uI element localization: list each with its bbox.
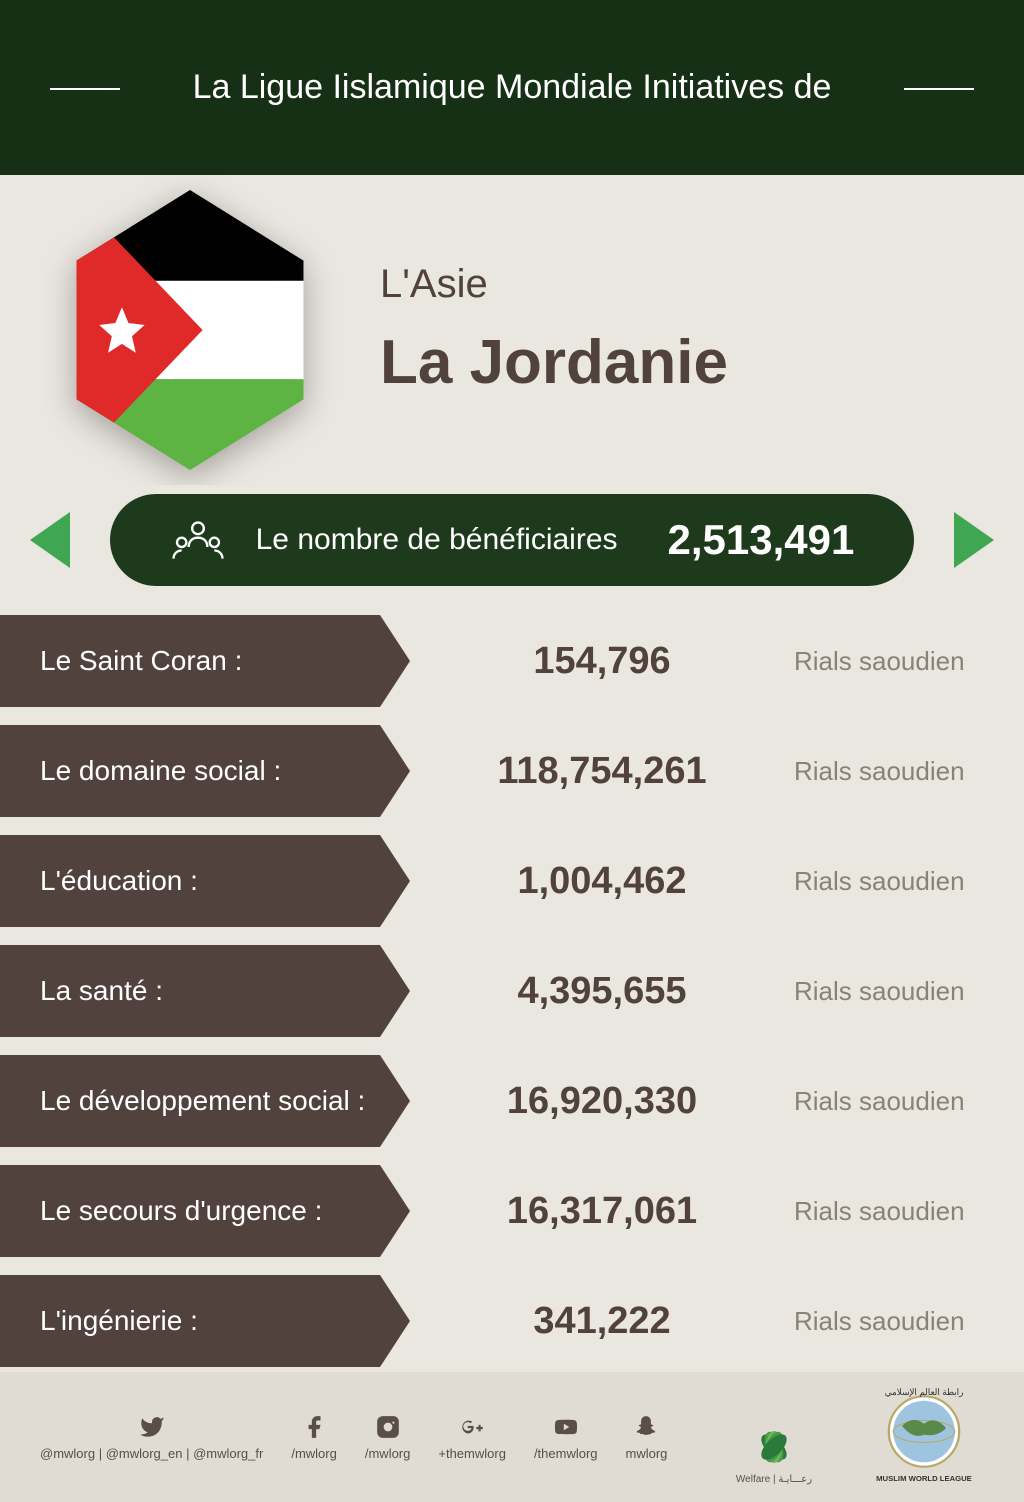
row-label: Le domaine social :: [40, 755, 281, 787]
social-links: @mwlorg | @mwlorg_en | @mwlorg_fr/mwlorg…: [40, 1414, 684, 1461]
row-unit: Rials saoudien: [794, 646, 1024, 677]
row-label-wrap: L'éducation :: [0, 835, 380, 927]
welfare-label: Welfare | رعـــايـة: [736, 1474, 812, 1485]
beneficiaries-value: 2,513,491: [668, 516, 855, 564]
social-handle: /mwlorg: [365, 1446, 411, 1461]
row-unit: Rials saoudien: [794, 1306, 1024, 1337]
row-unit: Rials saoudien: [794, 866, 1024, 897]
row-label-wrap: L'ingénierie :: [0, 1275, 380, 1367]
footer: @mwlorg | @mwlorg_en | @mwlorg_fr/mwlorg…: [0, 1372, 1024, 1502]
data-rows: Le Saint Coran :154,796Rials saoudienLe …: [0, 595, 1024, 1367]
gplus-icon: [459, 1414, 485, 1440]
social-item[interactable]: mwlorg: [626, 1414, 668, 1461]
region-text: L'Asie La Jordanie: [380, 262, 964, 398]
row-label-wrap: Le développement social :: [0, 1055, 380, 1147]
row-value: 118,754,261: [380, 750, 794, 793]
svg-text:رابطة العالم الإسلامي: رابطة العالم الإسلامي: [885, 1387, 964, 1398]
social-item[interactable]: /themwlorg: [534, 1414, 598, 1461]
row-label-wrap: Le secours d'urgence :: [0, 1165, 380, 1257]
continent-label: L'Asie: [380, 262, 964, 307]
row-value: 1,004,462: [380, 860, 794, 903]
data-row: Le secours d'urgence : 16,317,061Rials sa…: [0, 1165, 1024, 1257]
social-item[interactable]: /mwlorg: [291, 1414, 337, 1461]
region-section: L'Asie La Jordanie: [0, 175, 1024, 485]
country-label: La Jordanie: [380, 327, 964, 398]
row-label-wrap: Le Saint Coran :: [0, 615, 380, 707]
instagram-icon: [375, 1414, 401, 1440]
row-unit: Rials saoudien: [794, 756, 1024, 787]
row-value: 341,222: [380, 1300, 794, 1343]
row-label: Le secours d'urgence :: [40, 1195, 322, 1227]
jordan-flag-hexagon: [60, 185, 320, 475]
row-value: 16,317,061: [380, 1190, 794, 1233]
arrow-left-icon: [30, 512, 70, 568]
welfare-logo: Welfare | رعـــايـة: [714, 1382, 834, 1492]
people-icon: [170, 512, 226, 568]
social-handle: /themwlorg: [534, 1446, 598, 1461]
row-value: 16,920,330: [380, 1080, 794, 1123]
row-value: 154,796: [380, 640, 794, 683]
row-label: L'éducation :: [40, 865, 198, 897]
twitter-icon: [139, 1414, 165, 1440]
row-label-wrap: Le domaine social :: [0, 725, 380, 817]
header-rule-right: [904, 88, 974, 90]
mwl-logo: رابطة العالم الإسلامي MUSLIM WORLD LEAGU…: [864, 1382, 984, 1492]
row-label: La santé :: [40, 975, 163, 1007]
social-handle: mwlorg: [626, 1446, 668, 1461]
beneficiaries-bar: Le nombre de bénéficiaires 2,513,491: [0, 485, 1024, 595]
row-value: 4,395,655: [380, 970, 794, 1013]
social-handle: @mwlorg | @mwlorg_en | @mwlorg_fr: [40, 1446, 263, 1461]
data-row: Le domaine social : 118,754,261Rials saou…: [0, 725, 1024, 817]
arrow-right-icon: [954, 512, 994, 568]
social-item[interactable]: +themwlorg: [438, 1414, 506, 1461]
beneficiaries-pill: Le nombre de bénéficiaires 2,513,491: [110, 494, 915, 586]
header: La Ligue Iislamique Mondiale Initiatives…: [0, 0, 1024, 175]
row-label: L'ingénierie :: [40, 1305, 198, 1337]
data-row: Le Saint Coran : 154,796Rials saoudien: [0, 615, 1024, 707]
youtube-icon: [553, 1414, 579, 1440]
beneficiaries-label: Le nombre de bénéficiaires: [256, 523, 618, 557]
svg-text:MUSLIM WORLD LEAGUE: MUSLIM WORLD LEAGUE: [876, 1474, 972, 1483]
social-handle: +themwlorg: [438, 1446, 506, 1461]
facebook-icon: [301, 1414, 327, 1440]
row-unit: Rials saoudien: [794, 976, 1024, 1007]
social-item[interactable]: @mwlorg | @mwlorg_en | @mwlorg_fr: [40, 1414, 263, 1461]
header-title: La Ligue Iislamique Mondiale Initiatives…: [193, 68, 832, 107]
data-row: L'éducation : 1,004,462Rials saoudien: [0, 835, 1024, 927]
data-row: L'ingénierie : 341,222Rials saoudien: [0, 1275, 1024, 1367]
row-label: Le Saint Coran :: [40, 645, 242, 677]
data-row: La santé : 4,395,655Rials saoudien: [0, 945, 1024, 1037]
data-row: Le développement social : 16,920,330Rials…: [0, 1055, 1024, 1147]
social-item[interactable]: /mwlorg: [365, 1414, 411, 1461]
snapchat-icon: [633, 1414, 659, 1440]
row-label-wrap: La santé :: [0, 945, 380, 1037]
row-unit: Rials saoudien: [794, 1196, 1024, 1227]
social-handle: /mwlorg: [291, 1446, 337, 1461]
row-unit: Rials saoudien: [794, 1086, 1024, 1117]
row-label: Le développement social :: [40, 1085, 365, 1117]
header-rule-left: [50, 88, 120, 90]
